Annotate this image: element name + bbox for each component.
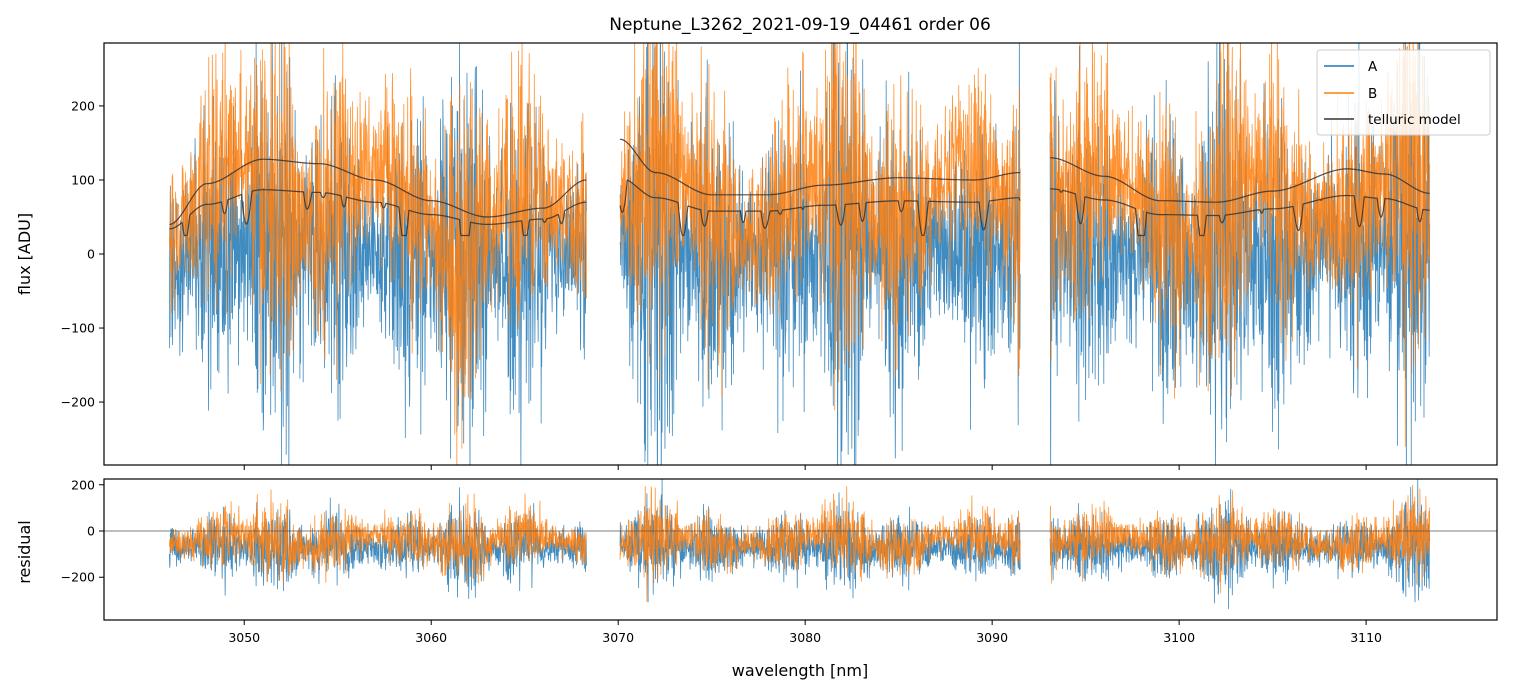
x-axis-label: wavelength [nm]: [732, 661, 869, 680]
legend-label-a: A: [1368, 59, 1378, 75]
residual-y-tick-label: 0: [87, 524, 95, 539]
residual-y-tick-label: 200: [71, 477, 95, 492]
x-tick-label: 3070: [602, 630, 634, 645]
residual-plot-area: [104, 479, 1497, 610]
series-b-line-seg2: [1049, 43, 1431, 447]
residual-b-line-seg0: [169, 489, 587, 584]
series-b-line-seg0: [169, 43, 587, 465]
chart-title: Neptune_L3262_2021-09-19_04461 order 06: [609, 15, 991, 35]
flux-y-tick-label: 0: [87, 247, 95, 262]
x-tick-label: 3090: [976, 630, 1008, 645]
legend-label-telluric: telluric model: [1368, 112, 1461, 128]
legend-box: [1316, 49, 1491, 136]
x-tick-label: 3110: [1350, 630, 1382, 645]
series-b-line-seg1: [619, 43, 1021, 411]
flux-y-tick-label: 100: [71, 172, 95, 187]
residual-a-line-seg0: [169, 487, 587, 600]
residual-panel-frame: [103, 478, 1498, 621]
residual-panel: −200 0 200 3050 3060 3070 3080 3090 3100 3110 re…: [15, 477, 1498, 645]
flux-plot-area: [169, 43, 1431, 465]
telluric-model-lower-seg1: [619, 179, 1021, 237]
flux-panel: −200 −100 0 100 200 flux [ADU] A B telluric …: [15, 42, 1498, 470]
telluric-model-upper-seg0: [169, 158, 587, 225]
telluric-model-lower-seg0: [169, 189, 587, 237]
legend: A B telluric model: [1316, 49, 1491, 136]
flux-y-tick-label: 200: [71, 98, 95, 113]
x-tick-label: 3050: [228, 630, 260, 645]
flux-y-tick-label: −100: [61, 321, 95, 336]
telluric-model-upper-seg2: [1050, 157, 1430, 203]
residual-x-ticks: 3050 3060 3070 3080 3090 3100 3110: [228, 620, 1382, 645]
telluric-model-upper-seg1: [619, 138, 1021, 196]
residual-y-tick-label: −200: [61, 570, 95, 585]
telluric-model-lower-seg2: [1050, 188, 1430, 237]
flux-x-ticks: [243, 465, 1367, 470]
residual-y-label: residual: [15, 520, 34, 583]
x-tick-label: 3100: [1163, 630, 1195, 645]
residual-y-ticks: −200 0 200: [61, 477, 104, 585]
residual-b-line-seg2: [1049, 484, 1431, 594]
x-tick-label: 3080: [789, 630, 821, 645]
x-tick-label: 3060: [415, 630, 447, 645]
flux-y-ticks: −200 −100 0 100 200: [61, 98, 104, 410]
flux-y-label: flux [ADU]: [15, 213, 34, 295]
legend-label-b: B: [1368, 86, 1377, 102]
flux-y-tick-label: −200: [61, 395, 95, 410]
residual-b-line-seg1: [619, 486, 1021, 602]
